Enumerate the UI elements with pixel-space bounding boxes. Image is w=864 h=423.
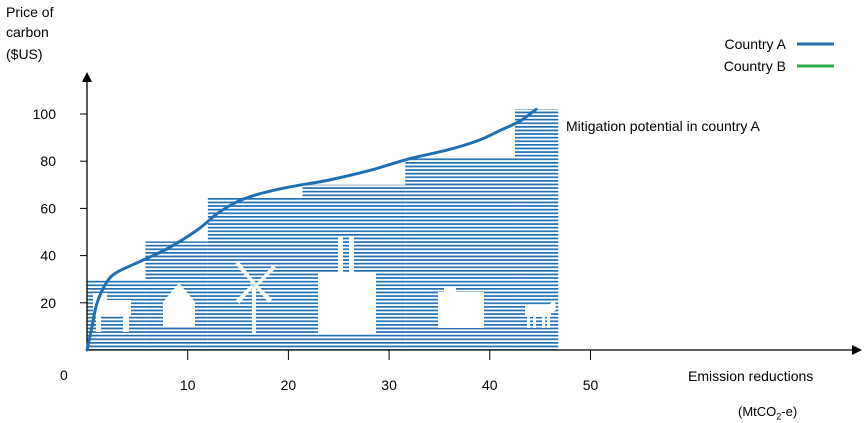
cow-leg-3 bbox=[542, 317, 545, 328]
turbine-blade-3 bbox=[236, 284, 253, 304]
legend: Country A Country B bbox=[724, 36, 834, 74]
factory-chimney-right bbox=[349, 236, 354, 274]
x-tick-label-20: 20 bbox=[281, 377, 297, 393]
factory-icon bbox=[318, 236, 376, 334]
turbine-tower bbox=[252, 288, 256, 333]
x-axis-unit: (MtCO2-e) bbox=[738, 404, 797, 422]
x-axis-arrow bbox=[852, 345, 862, 355]
x-axis-unit-prefix: (MtCO bbox=[738, 404, 777, 419]
cow-head bbox=[547, 300, 556, 314]
turbine-blade-1 bbox=[235, 262, 256, 286]
series bbox=[85, 107, 538, 352]
tractor-body bbox=[438, 292, 484, 328]
legend-label-1: Country A bbox=[725, 36, 787, 52]
x-axis-unit-sub: 2 bbox=[776, 411, 782, 422]
wind-turbine-icon bbox=[235, 262, 276, 333]
truck-wheel-rear bbox=[123, 315, 129, 332]
factory-chimney-left bbox=[338, 236, 343, 274]
turbine-blade-4 bbox=[255, 284, 272, 303]
cow-leg-2 bbox=[533, 317, 536, 328]
ticks: 10 20 30 40 50 20 40 60 80 100 bbox=[33, 106, 599, 393]
turbine-blade-2 bbox=[254, 265, 276, 288]
axes bbox=[82, 72, 862, 355]
cow-leg-1 bbox=[527, 317, 530, 328]
tractor-cab bbox=[444, 287, 456, 293]
y-tick-label-20: 20 bbox=[40, 295, 56, 311]
y-tick-label-80: 80 bbox=[40, 153, 56, 169]
tractor-icon bbox=[438, 287, 484, 328]
x-tick-label-50: 50 bbox=[583, 377, 599, 393]
house-icon bbox=[163, 283, 195, 327]
y-axis-label-line-2: carbon bbox=[6, 24, 49, 40]
y-axis-label-line-1: Price of bbox=[6, 4, 54, 20]
x-axis-label: Emission reductions bbox=[688, 368, 814, 384]
x-tick-label-30: 30 bbox=[381, 377, 397, 393]
y-tick-label-100: 100 bbox=[33, 106, 57, 122]
truck-body bbox=[107, 300, 131, 315]
origin-label: 0 bbox=[60, 367, 68, 383]
cow-body bbox=[525, 306, 551, 317]
house-shape bbox=[163, 283, 195, 327]
y-axis-label-line-3: ($US) bbox=[6, 46, 43, 62]
cow-icon bbox=[525, 300, 556, 328]
series-line-1 bbox=[85, 107, 538, 352]
legend-label-2: Country B bbox=[724, 58, 786, 74]
truck-icon bbox=[93, 293, 131, 332]
y-tick-label-60: 60 bbox=[40, 200, 56, 216]
cow-leg-4 bbox=[547, 317, 550, 328]
truck-wheel-front bbox=[96, 315, 101, 332]
mitigation-annotation: Mitigation potential in country A bbox=[566, 118, 760, 134]
y-axis-arrow bbox=[82, 72, 92, 82]
sector-icons bbox=[93, 236, 556, 334]
x-tick-label-10: 10 bbox=[180, 377, 196, 393]
factory-building bbox=[318, 272, 376, 334]
y-tick-label-40: 40 bbox=[40, 248, 56, 264]
x-tick-label-40: 40 bbox=[482, 377, 498, 393]
x-axis-unit-suffix: -e) bbox=[781, 404, 798, 419]
